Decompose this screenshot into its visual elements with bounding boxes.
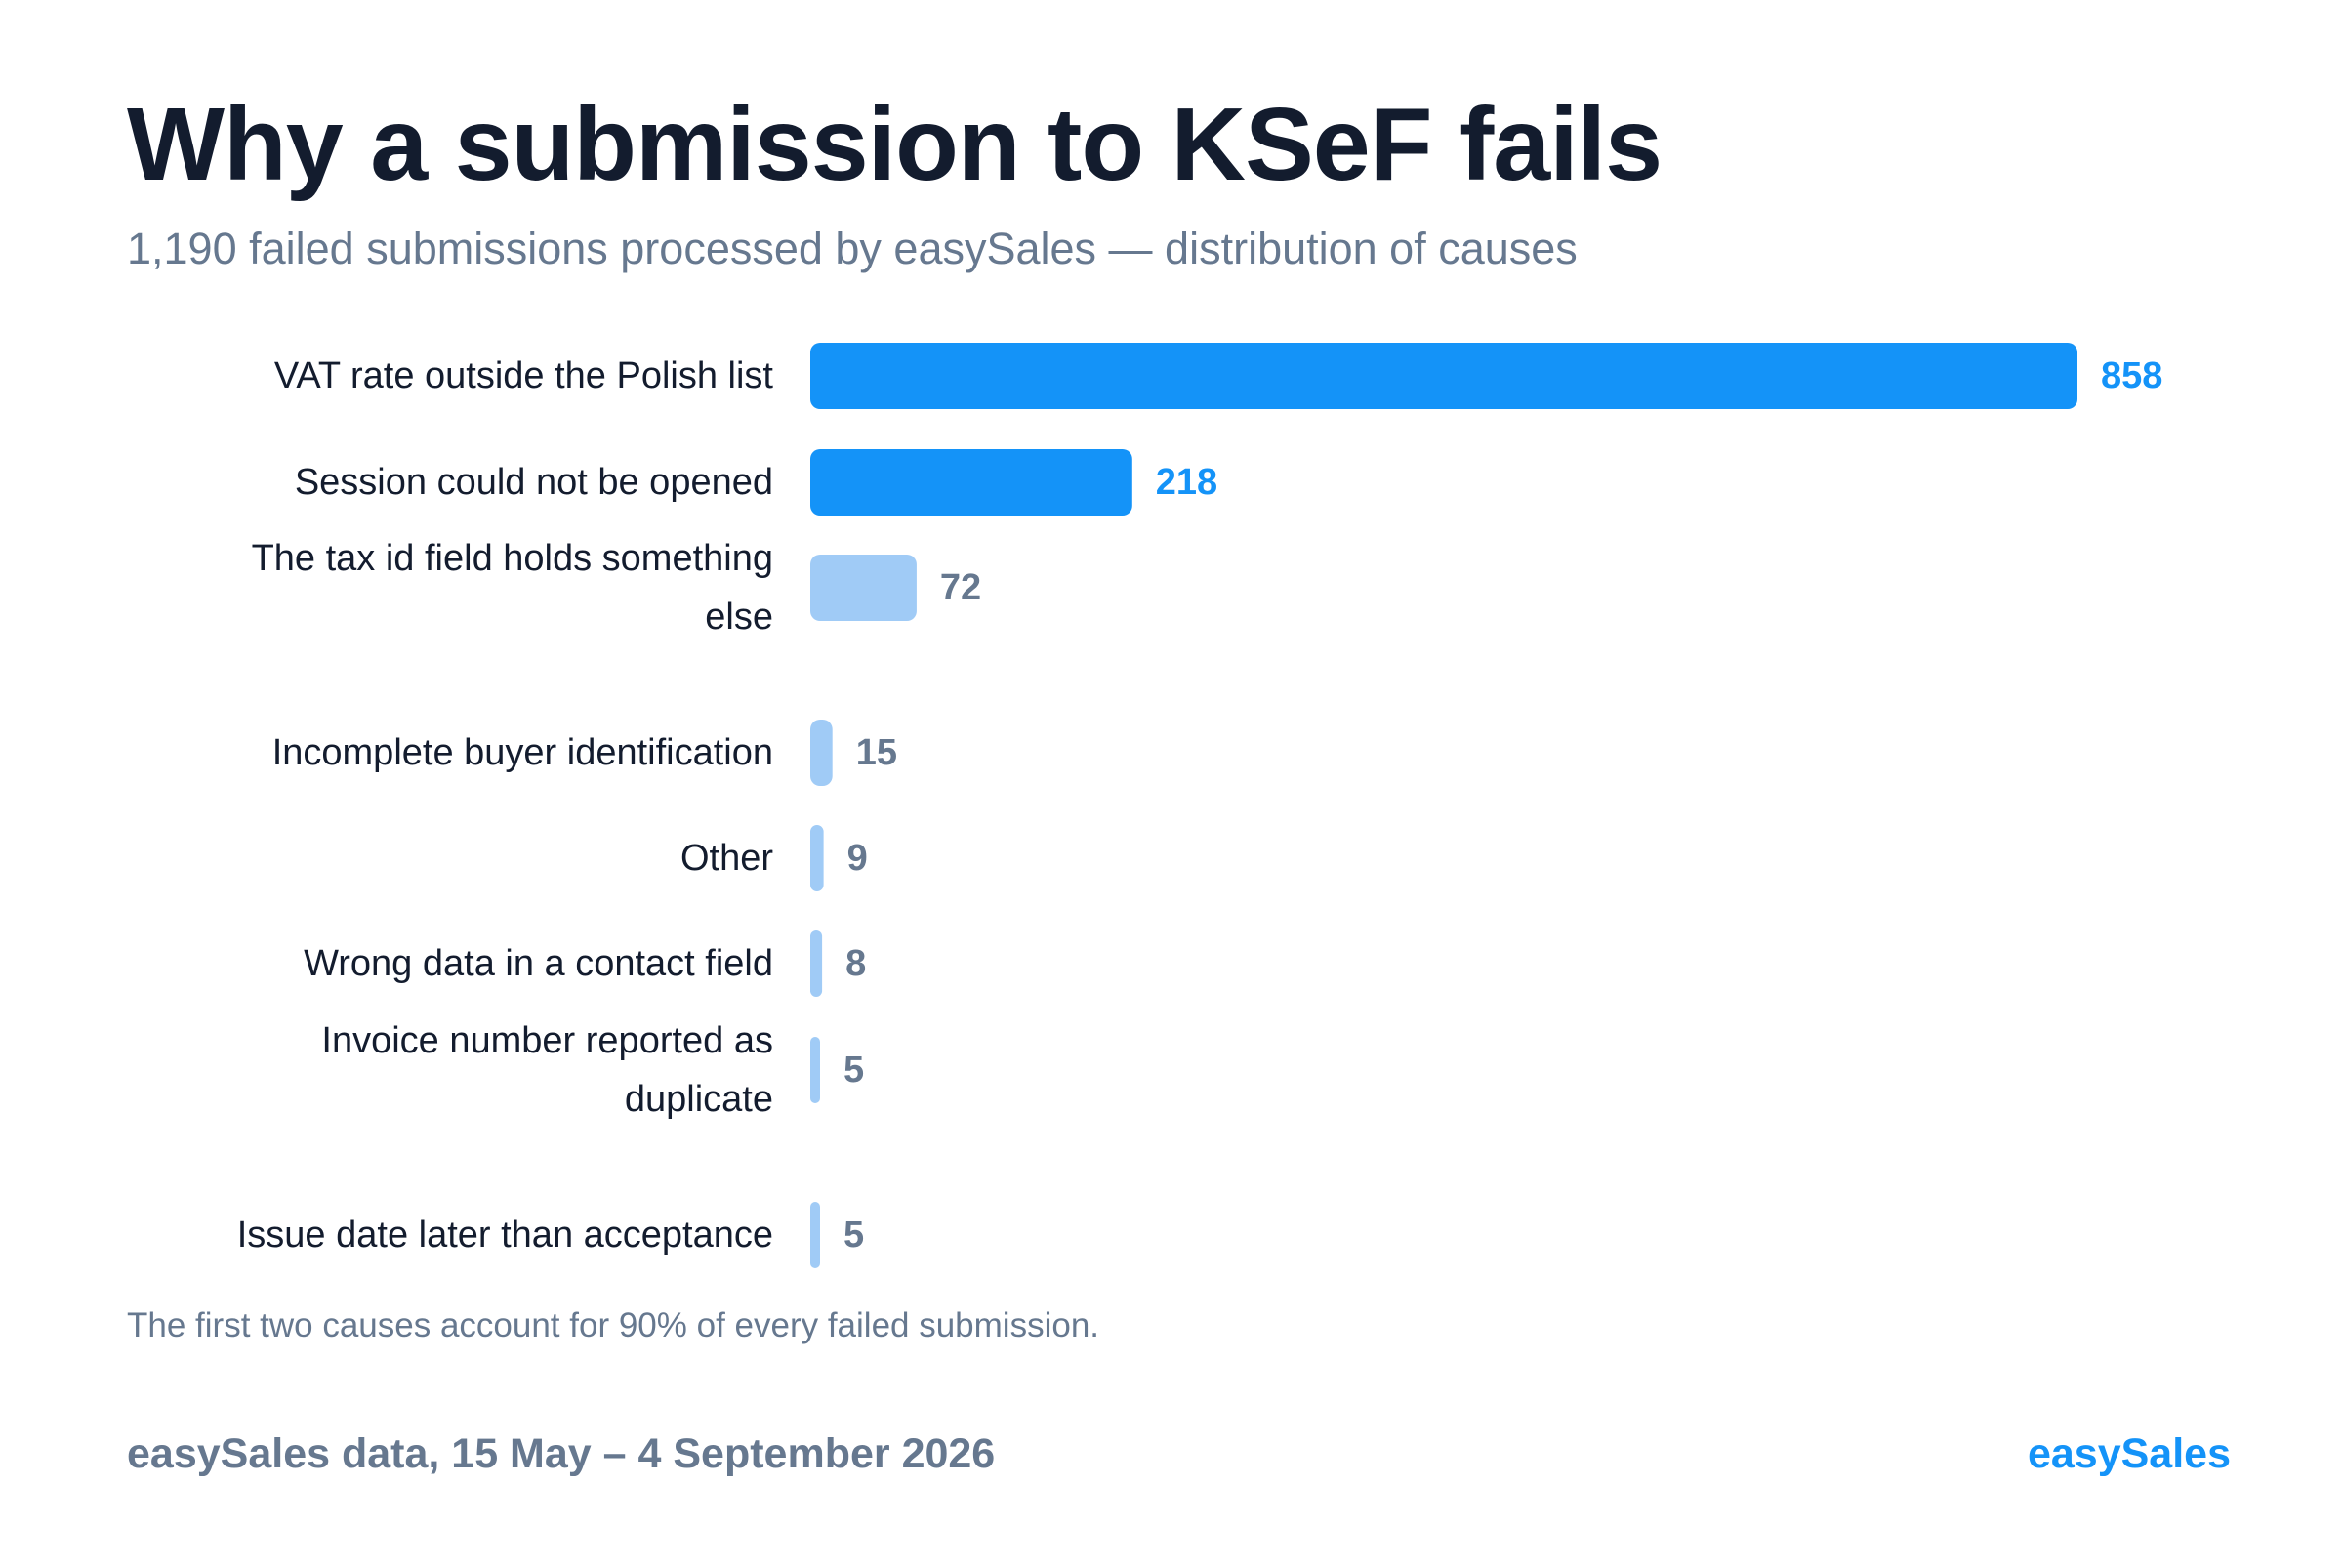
bar-chart: 858 VAT rate outside the Polish list 218 Se… — [237, 343, 2162, 1268]
category-label-2: Session could not be opened — [295, 462, 773, 503]
chart-title: Why a submission to KSeF fails — [127, 87, 1663, 202]
bar-1 — [810, 343, 2077, 409]
value-label-3: 72 — [940, 567, 981, 608]
category-label-1: VAT rate outside the Polish list — [274, 355, 774, 396]
category-label-7: Invoice number reported as duplicate — [321, 1020, 773, 1120]
bar-3 — [810, 555, 917, 621]
value-label-7: 5 — [843, 1050, 864, 1091]
chart-note: The first two causes account for 90% of … — [127, 1306, 1100, 1344]
bar-8 — [810, 1202, 820, 1268]
category-label-6: Wrong data in a contact field — [304, 943, 773, 984]
value-label-2: 218 — [1156, 462, 1217, 503]
bar-6 — [810, 930, 823, 997]
value-label-5: 9 — [847, 838, 868, 879]
value-label-8: 5 — [843, 1215, 864, 1256]
chart-subtitle: 1,190 failed submissions processed by ea… — [127, 224, 1578, 273]
value-label-1: 858 — [2101, 355, 2162, 396]
source-label: easySales data, 15 May – 4 September 202… — [127, 1430, 996, 1477]
bar-7 — [810, 1037, 820, 1103]
brand-logo: easySales — [2027, 1430, 2231, 1477]
value-label-6: 8 — [845, 943, 866, 984]
category-label-5: Other — [680, 838, 773, 879]
category-label-4: Incomplete buyer identification — [272, 732, 773, 773]
bar-4 — [810, 720, 833, 786]
bar-2 — [810, 449, 1132, 516]
category-label-8: Issue date later than acceptance — [237, 1215, 773, 1256]
bar-5 — [810, 825, 824, 891]
value-label-4: 15 — [856, 732, 897, 773]
category-label-3: The tax id field holds something else — [252, 538, 773, 638]
